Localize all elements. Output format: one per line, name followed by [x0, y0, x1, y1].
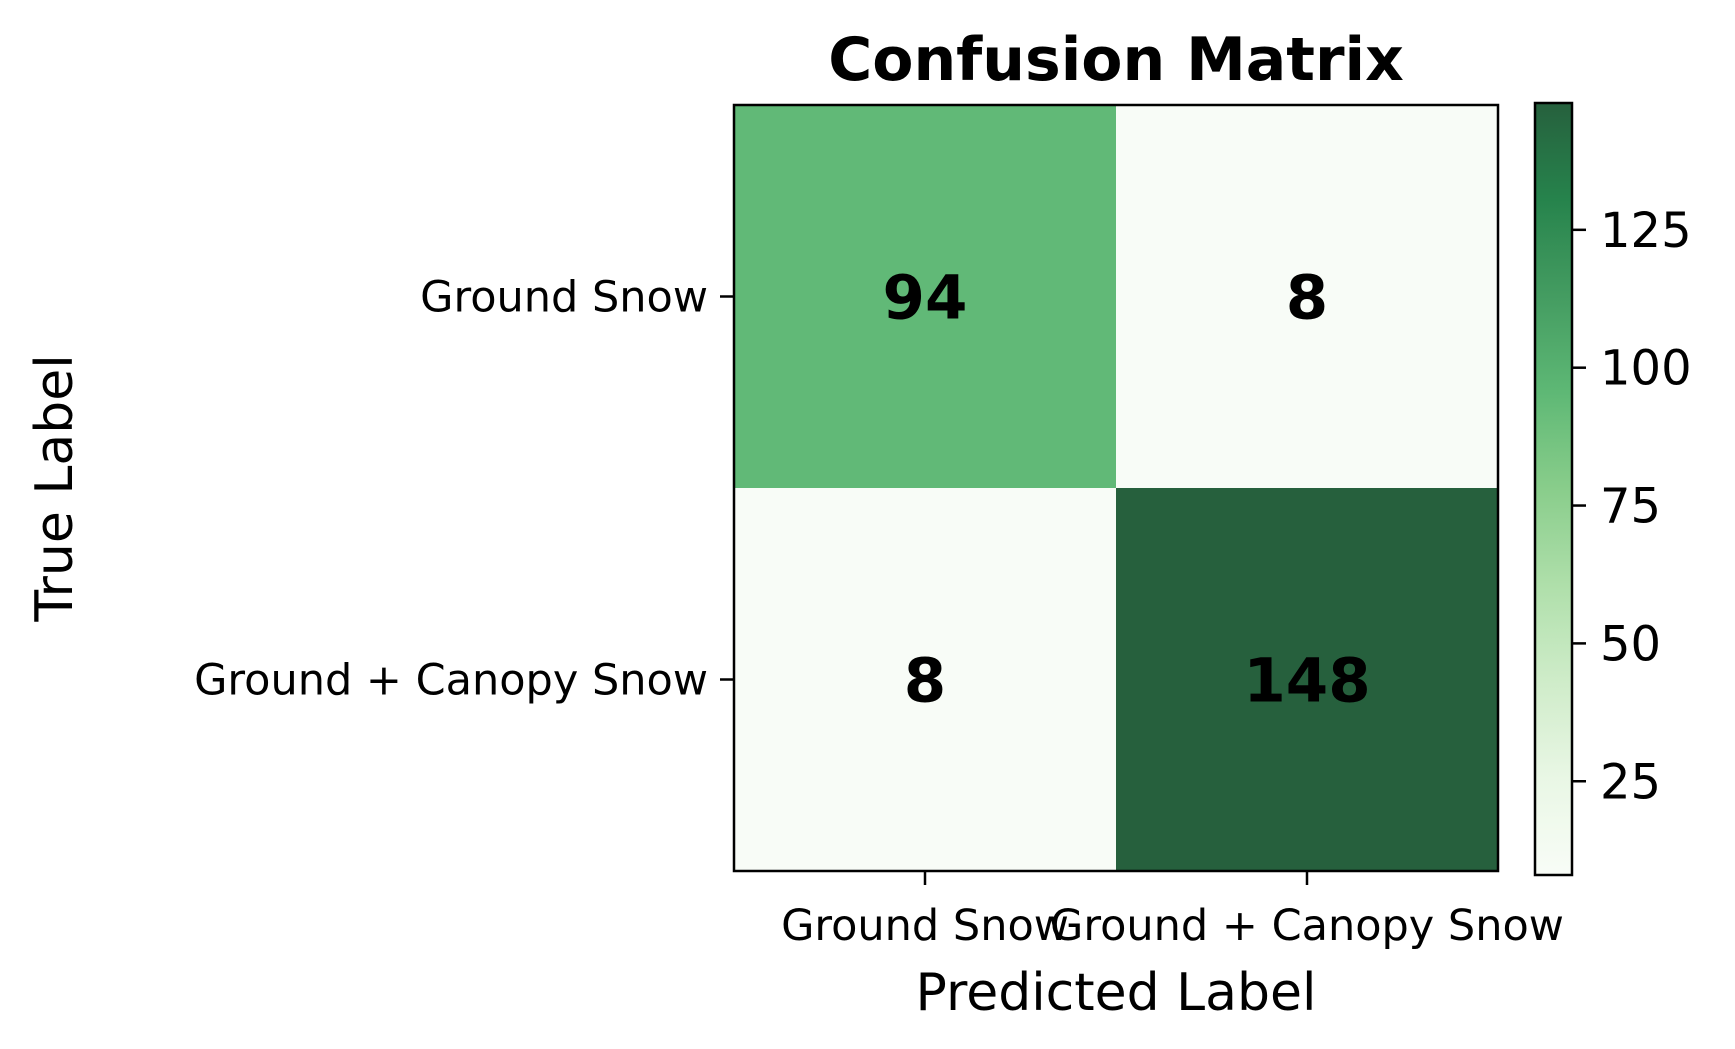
y-tick-label-ground-canopy-snow: Ground + Canopy Snow	[194, 656, 708, 706]
chart-title: Confusion Matrix	[828, 25, 1404, 95]
colorbar-tick-label: 100	[1600, 341, 1692, 397]
plot-frame	[732, 103, 1500, 873]
colorbar-tick-label: 25	[1600, 754, 1661, 810]
colorbar-ticks: 25 50 75 100 125	[1572, 203, 1692, 810]
heatmap-cell	[734, 105, 1117, 489]
y-tick-label-ground-snow: Ground Snow	[420, 273, 708, 323]
colorbar	[1533, 101, 1574, 877]
colorbar-tick-label: 75	[1600, 479, 1661, 535]
cell-value-label: 8	[1286, 263, 1328, 334]
heatmap-cell	[734, 488, 1117, 872]
heatmap-cell	[1116, 105, 1499, 489]
cell-value-label: 148	[1243, 646, 1370, 717]
heatmap-cell	[1116, 488, 1499, 872]
heatmap-cells	[734, 105, 1499, 872]
x-tick-label-ground-canopy-snow: Ground + Canopy Snow	[1050, 901, 1564, 951]
cell-value-labels: 94 8 8 148	[883, 263, 1371, 717]
y-axis-ticks: Ground Snow Ground + Canopy Snow	[194, 273, 734, 706]
cell-value-label: 8	[904, 646, 946, 717]
colorbar-tick-label: 125	[1600, 203, 1692, 259]
x-axis-label: Predicted Label	[916, 963, 1317, 1023]
colorbar-tick-label: 50	[1600, 616, 1661, 672]
x-tick-label-ground-snow: Ground Snow	[781, 901, 1069, 951]
y-axis-label: True Label	[25, 354, 85, 622]
cell-value-label: 94	[883, 263, 968, 334]
